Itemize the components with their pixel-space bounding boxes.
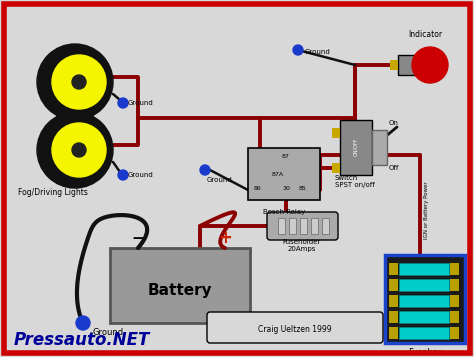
Text: 85: 85 — [299, 186, 307, 191]
Bar — [389, 279, 398, 291]
Circle shape — [72, 75, 86, 89]
Bar — [450, 327, 459, 339]
Text: Ground: Ground — [207, 177, 233, 183]
Text: Switch
SPST on/off: Switch SPST on/off — [335, 175, 375, 188]
Text: Pressauto.NET: Pressauto.NET — [14, 331, 150, 349]
Text: Bosch Relay: Bosch Relay — [263, 209, 305, 215]
Circle shape — [118, 98, 128, 108]
Bar — [450, 263, 459, 275]
Bar — [340, 120, 372, 175]
Circle shape — [412, 47, 448, 83]
Bar — [389, 327, 398, 339]
Text: ON/OFF: ON/OFF — [354, 138, 358, 156]
Circle shape — [52, 123, 106, 177]
Text: 30: 30 — [282, 186, 290, 191]
Bar — [399, 327, 449, 339]
Text: On: On — [389, 120, 399, 126]
Text: Off: Off — [389, 165, 400, 171]
Text: Indicator: Indicator — [408, 30, 442, 39]
Bar — [289, 218, 296, 234]
Bar — [110, 248, 250, 323]
Bar — [332, 163, 340, 173]
Bar — [311, 218, 318, 234]
Circle shape — [72, 143, 86, 157]
Bar — [450, 279, 459, 291]
Text: Fog/Driving Lights: Fog/Driving Lights — [18, 188, 88, 197]
Text: Ground: Ground — [93, 328, 124, 337]
Text: Ground: Ground — [128, 172, 154, 178]
Bar — [322, 218, 329, 234]
Circle shape — [118, 170, 128, 180]
FancyBboxPatch shape — [207, 312, 383, 343]
Text: 87: 87 — [282, 154, 290, 159]
Circle shape — [200, 165, 210, 175]
Circle shape — [37, 44, 113, 120]
Text: Battery: Battery — [148, 282, 212, 297]
Bar — [389, 311, 398, 323]
Bar — [248, 148, 320, 200]
Circle shape — [293, 45, 303, 55]
Circle shape — [52, 55, 106, 109]
Bar — [390, 60, 398, 70]
Text: 87A: 87A — [272, 172, 284, 177]
Bar — [385, 255, 465, 343]
Text: Fuseholder
20Amps: Fuseholder 20Amps — [283, 239, 321, 252]
Text: Ground: Ground — [305, 49, 331, 55]
Text: Fusebox: Fusebox — [408, 348, 442, 357]
Text: Ground: Ground — [128, 100, 154, 106]
Text: 86: 86 — [254, 186, 262, 191]
Bar — [389, 295, 398, 307]
Text: IGN or Battery Power: IGN or Battery Power — [424, 181, 429, 239]
Bar — [399, 295, 449, 307]
Bar — [278, 218, 285, 234]
Bar — [372, 130, 387, 165]
Bar — [450, 311, 459, 323]
Text: Craig Ueltzen 1999: Craig Ueltzen 1999 — [258, 326, 332, 335]
Text: −: − — [132, 231, 145, 246]
Bar — [398, 55, 420, 75]
Bar — [332, 128, 340, 138]
Bar — [399, 263, 449, 275]
Bar — [450, 295, 459, 307]
Circle shape — [37, 112, 113, 188]
FancyBboxPatch shape — [267, 212, 338, 240]
Text: +: + — [218, 229, 232, 247]
Bar — [399, 311, 449, 323]
Bar — [399, 279, 449, 291]
Circle shape — [76, 316, 90, 330]
Bar — [389, 263, 398, 275]
Bar — [300, 218, 307, 234]
